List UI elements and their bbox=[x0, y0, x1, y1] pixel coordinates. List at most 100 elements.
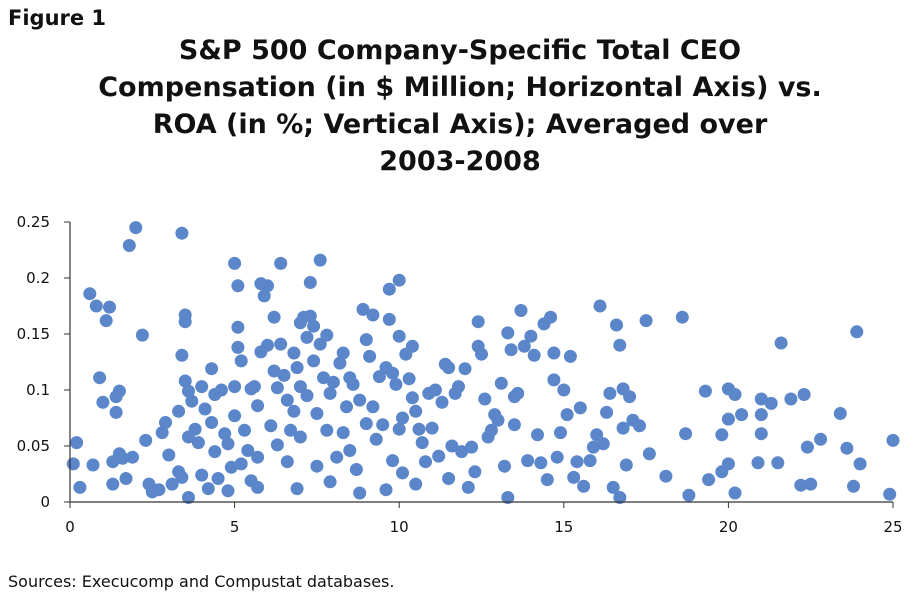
scatter-point bbox=[544, 310, 558, 324]
figure-label: Figure 1 bbox=[8, 6, 107, 30]
scatter-point bbox=[560, 408, 574, 422]
x-tick-label: 25 bbox=[883, 518, 902, 536]
scatter-point bbox=[402, 372, 416, 386]
scatter-point bbox=[112, 384, 126, 398]
scatter-point bbox=[728, 486, 742, 500]
scatter-point bbox=[307, 354, 321, 368]
scatter-point bbox=[501, 491, 515, 504]
scatter-point bbox=[201, 482, 215, 496]
scatter-point bbox=[478, 392, 492, 406]
scatter-point bbox=[853, 457, 867, 471]
y-tick-label: 0.25 bbox=[17, 213, 50, 231]
scatter-point bbox=[333, 356, 347, 370]
scatter-point bbox=[349, 463, 363, 476]
scatter-point bbox=[382, 282, 396, 296]
scatter-point bbox=[616, 421, 630, 435]
scatter-point bbox=[784, 392, 798, 406]
scatter-point bbox=[205, 362, 219, 376]
scatter-point bbox=[840, 441, 854, 455]
scatter-point bbox=[847, 479, 860, 493]
scatter-point bbox=[554, 426, 567, 440]
scatter-point bbox=[303, 276, 317, 289]
scatter-point bbox=[754, 427, 768, 441]
scatter-point bbox=[366, 308, 380, 322]
scatter-point bbox=[323, 386, 337, 400]
scatter-point bbox=[675, 310, 689, 324]
scatter-point bbox=[211, 472, 225, 485]
x-tick-label: 10 bbox=[390, 518, 409, 536]
scatter-point bbox=[465, 440, 479, 454]
scatter-point bbox=[135, 328, 149, 342]
scatter-point bbox=[103, 300, 116, 314]
chart-title: S&P 500 Company-Specific Total CEO Compe… bbox=[0, 32, 920, 180]
scatter-point bbox=[435, 395, 449, 409]
scatter-point bbox=[93, 371, 107, 385]
scatter-point bbox=[475, 347, 488, 361]
scatter-point bbox=[353, 393, 367, 407]
scatter-point bbox=[330, 450, 344, 464]
scatter-point bbox=[590, 428, 604, 442]
scatter-point bbox=[165, 477, 179, 491]
scatter-point bbox=[639, 314, 653, 328]
scatter-point bbox=[89, 299, 103, 313]
scatter-point bbox=[175, 470, 189, 484]
scatter-point bbox=[205, 416, 219, 429]
scatter-point bbox=[267, 310, 281, 324]
scatter-point bbox=[280, 455, 294, 469]
scatter-point bbox=[419, 455, 432, 469]
y-tick-label: 0.15 bbox=[17, 325, 50, 343]
scatter-point bbox=[754, 408, 768, 422]
scatter-point bbox=[494, 376, 508, 390]
scatter-point bbox=[195, 468, 209, 482]
scatter-point bbox=[491, 413, 505, 427]
scatter-point bbox=[178, 374, 192, 388]
scatter-point bbox=[152, 483, 166, 497]
scatter-point bbox=[445, 439, 459, 453]
scatter-point bbox=[270, 381, 284, 395]
scatter-point bbox=[251, 480, 265, 494]
scatter-point bbox=[392, 422, 406, 436]
scatter-point bbox=[116, 451, 130, 465]
scatter-point bbox=[392, 329, 406, 343]
scatter-point bbox=[359, 417, 373, 431]
scatter-point bbox=[356, 302, 370, 316]
scatter-point bbox=[814, 432, 828, 446]
scatter-point bbox=[452, 380, 465, 394]
scatter-point bbox=[386, 454, 400, 468]
scatter-point bbox=[188, 422, 202, 436]
scatter-point bbox=[346, 377, 360, 391]
scatter-point bbox=[764, 396, 778, 410]
scatter-point bbox=[606, 480, 620, 494]
scatter-point bbox=[300, 389, 314, 403]
scatter-point bbox=[583, 454, 597, 468]
x-tick-label: 15 bbox=[554, 518, 573, 536]
scatter-point bbox=[484, 423, 498, 437]
scatter-point bbox=[521, 454, 535, 468]
scatter-point bbox=[310, 407, 324, 420]
scatter-point bbox=[195, 380, 209, 394]
x-tick-label: 20 bbox=[719, 518, 738, 536]
scatter-point bbox=[715, 428, 729, 442]
scatter-point bbox=[577, 479, 591, 493]
points-layer bbox=[66, 221, 900, 504]
scatter-point bbox=[99, 314, 113, 328]
scatter-point bbox=[139, 433, 153, 447]
scatter-point bbox=[386, 366, 400, 380]
scatter-point bbox=[534, 456, 548, 470]
scatter-point bbox=[198, 402, 212, 416]
chart-title-line: S&P 500 Company-Specific Total CEO bbox=[178, 35, 742, 66]
scatter-point bbox=[66, 457, 80, 471]
x-ticks: 0 5 10 15 20 25 bbox=[65, 502, 903, 536]
scatter-point bbox=[129, 221, 143, 235]
scatter-point bbox=[633, 419, 646, 433]
chart-title-line: Compensation (in $ Million; Horizontal A… bbox=[98, 72, 822, 103]
scatter-point bbox=[659, 469, 673, 483]
scatter-point bbox=[293, 380, 307, 394]
scatter-point bbox=[771, 456, 785, 470]
scatter-point bbox=[359, 333, 373, 347]
scatter-point bbox=[234, 457, 248, 471]
scatter-point bbox=[623, 390, 637, 404]
scatter-point bbox=[267, 364, 281, 378]
scatter-point bbox=[728, 388, 742, 401]
scatter-point bbox=[185, 394, 199, 408]
